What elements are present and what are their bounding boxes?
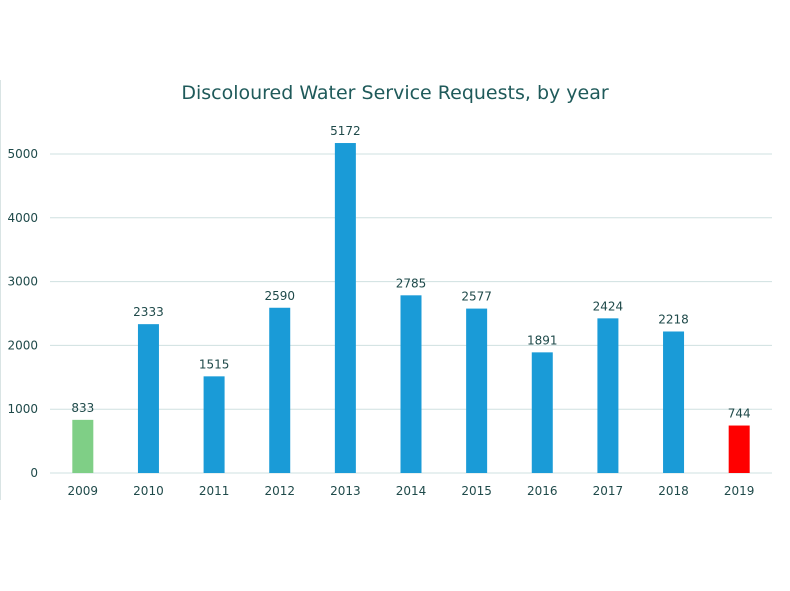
bar [72, 419, 94, 473]
x-tick-label: 2017 [593, 484, 624, 498]
x-tick-label: 2013 [330, 484, 361, 498]
bar [728, 425, 750, 473]
x-tick-label: 2012 [264, 484, 295, 498]
data-label: 2218 [658, 312, 689, 326]
bar [203, 376, 225, 473]
y-tick-label: 0 [30, 466, 38, 480]
bar [597, 318, 619, 473]
y-tick-label: 3000 [7, 275, 38, 289]
y-tick-label: 5000 [7, 147, 38, 161]
data-label: 2333 [133, 305, 164, 319]
y-tick-label: 1000 [7, 402, 38, 416]
x-tick-label: 2018 [658, 484, 689, 498]
bar [400, 295, 422, 473]
data-label: 5172 [330, 124, 361, 138]
x-tick-label: 2014 [396, 484, 427, 498]
bar [137, 324, 159, 473]
y-tick-label: 2000 [7, 338, 38, 352]
x-tick-label: 2015 [461, 484, 492, 498]
chart-title: Discoloured Water Service Requests, by y… [181, 82, 609, 104]
x-tick-label: 2010 [133, 484, 164, 498]
bar [663, 331, 685, 473]
data-label: 744 [728, 407, 751, 421]
data-label: 833 [71, 401, 94, 415]
bar [466, 308, 488, 473]
data-label: 2424 [593, 299, 624, 313]
data-label: 2785 [396, 276, 427, 290]
y-tick-label: 4000 [7, 211, 38, 225]
left-border [0, 80, 1, 500]
x-tick-label: 2011 [199, 484, 230, 498]
data-label: 2577 [461, 290, 492, 304]
data-label: 1891 [527, 333, 558, 347]
data-label: 2590 [264, 289, 295, 303]
bar [269, 307, 291, 473]
x-tick-label: 2009 [68, 484, 99, 498]
x-tick-label: 2016 [527, 484, 558, 498]
bar [334, 143, 356, 473]
x-tick-label: 2019 [724, 484, 755, 498]
bar [531, 352, 553, 473]
data-label: 1515 [199, 357, 230, 371]
